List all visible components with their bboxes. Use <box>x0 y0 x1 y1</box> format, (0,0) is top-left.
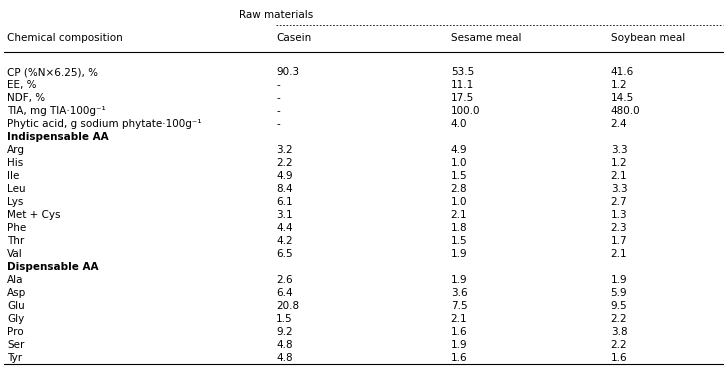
Text: 20.8: 20.8 <box>276 301 300 311</box>
Text: Arg: Arg <box>7 145 25 155</box>
Text: 1.9: 1.9 <box>451 249 467 259</box>
Text: 1.8: 1.8 <box>451 223 467 233</box>
Text: 1.0: 1.0 <box>451 158 467 168</box>
Text: 14.5: 14.5 <box>611 93 634 103</box>
Text: Val: Val <box>7 249 23 259</box>
Text: 480.0: 480.0 <box>611 106 640 116</box>
Text: 2.1: 2.1 <box>451 314 467 324</box>
Text: 2.1: 2.1 <box>611 171 627 181</box>
Text: Tyr: Tyr <box>7 353 23 363</box>
Text: Phytic acid, g sodium phytate·100g⁻¹: Phytic acid, g sodium phytate·100g⁻¹ <box>7 119 202 129</box>
Text: 1.2: 1.2 <box>611 80 627 90</box>
Text: Asp: Asp <box>7 288 26 298</box>
Text: CP (%N×6.25), %: CP (%N×6.25), % <box>7 67 98 77</box>
Text: 2.1: 2.1 <box>611 249 627 259</box>
Text: 9.5: 9.5 <box>611 301 627 311</box>
Text: 1.2: 1.2 <box>611 158 627 168</box>
Text: 1.7: 1.7 <box>611 236 627 246</box>
Text: 4.8: 4.8 <box>276 353 293 363</box>
Text: 3.1: 3.1 <box>276 210 293 220</box>
Text: 4.8: 4.8 <box>276 340 293 350</box>
Text: 7.5: 7.5 <box>451 301 467 311</box>
Text: 17.5: 17.5 <box>451 93 474 103</box>
Text: 3.2: 3.2 <box>276 145 293 155</box>
Text: 2.1: 2.1 <box>451 210 467 220</box>
Text: 2.4: 2.4 <box>611 119 627 129</box>
Text: 2.6: 2.6 <box>276 275 293 285</box>
Text: EE, %: EE, % <box>7 80 37 90</box>
Text: 3.6: 3.6 <box>451 288 467 298</box>
Text: -: - <box>276 119 280 129</box>
Text: Thr: Thr <box>7 236 25 246</box>
Text: 2.2: 2.2 <box>276 158 293 168</box>
Text: Dispensable AA: Dispensable AA <box>7 262 99 272</box>
Text: 1.6: 1.6 <box>611 353 627 363</box>
Text: 9.2: 9.2 <box>276 327 293 337</box>
Text: Phe: Phe <box>7 223 26 233</box>
Text: 4.0: 4.0 <box>451 119 467 129</box>
Text: 41.6: 41.6 <box>611 67 634 77</box>
Text: 1.5: 1.5 <box>276 314 293 324</box>
Text: 6.4: 6.4 <box>276 288 293 298</box>
Text: 1.9: 1.9 <box>451 340 467 350</box>
Text: 1.9: 1.9 <box>611 275 627 285</box>
Text: 1.5: 1.5 <box>451 236 467 246</box>
Text: Pro: Pro <box>7 327 24 337</box>
Text: Glu: Glu <box>7 301 25 311</box>
Text: 1.0: 1.0 <box>451 197 467 207</box>
Text: 1.6: 1.6 <box>451 353 467 363</box>
Text: -: - <box>276 106 280 116</box>
Text: Lys: Lys <box>7 197 24 207</box>
Text: 1.6: 1.6 <box>451 327 467 337</box>
Text: 6.1: 6.1 <box>276 197 293 207</box>
Text: Sesame meal: Sesame meal <box>451 33 521 43</box>
Text: 2.2: 2.2 <box>611 314 627 324</box>
Text: Ala: Ala <box>7 275 24 285</box>
Text: -: - <box>276 93 280 103</box>
Text: Leu: Leu <box>7 184 26 194</box>
Text: 5.9: 5.9 <box>611 288 627 298</box>
Text: Ile: Ile <box>7 171 20 181</box>
Text: Ser: Ser <box>7 340 25 350</box>
Text: 6.5: 6.5 <box>276 249 293 259</box>
Text: 3.3: 3.3 <box>611 184 627 194</box>
Text: Chemical composition: Chemical composition <box>7 33 123 43</box>
Text: Raw materials: Raw materials <box>239 10 313 19</box>
Text: 1.9: 1.9 <box>451 275 467 285</box>
Text: 4.9: 4.9 <box>276 171 293 181</box>
Text: 3.3: 3.3 <box>611 145 627 155</box>
Text: 11.1: 11.1 <box>451 80 474 90</box>
Text: 2.8: 2.8 <box>451 184 467 194</box>
Text: 2.3: 2.3 <box>611 223 627 233</box>
Text: Casein: Casein <box>276 33 311 43</box>
Text: 3.8: 3.8 <box>611 327 627 337</box>
Text: 1.3: 1.3 <box>611 210 627 220</box>
Text: 100.0: 100.0 <box>451 106 481 116</box>
Text: NDF, %: NDF, % <box>7 93 45 103</box>
Text: His: His <box>7 158 23 168</box>
Text: 53.5: 53.5 <box>451 67 474 77</box>
Text: 4.9: 4.9 <box>451 145 467 155</box>
Text: -: - <box>276 80 280 90</box>
Text: 4.4: 4.4 <box>276 223 293 233</box>
Text: Indispensable AA: Indispensable AA <box>7 132 109 142</box>
Text: 2.2: 2.2 <box>611 340 627 350</box>
Text: TIA, mg TIA·100g⁻¹: TIA, mg TIA·100g⁻¹ <box>7 106 106 116</box>
Text: 1.5: 1.5 <box>451 171 467 181</box>
Text: 8.4: 8.4 <box>276 184 293 194</box>
Text: Gly: Gly <box>7 314 25 324</box>
Text: 2.7: 2.7 <box>611 197 627 207</box>
Text: Met + Cys: Met + Cys <box>7 210 61 220</box>
Text: 4.2: 4.2 <box>276 236 293 246</box>
Text: Soybean meal: Soybean meal <box>611 33 685 43</box>
Text: 90.3: 90.3 <box>276 67 300 77</box>
